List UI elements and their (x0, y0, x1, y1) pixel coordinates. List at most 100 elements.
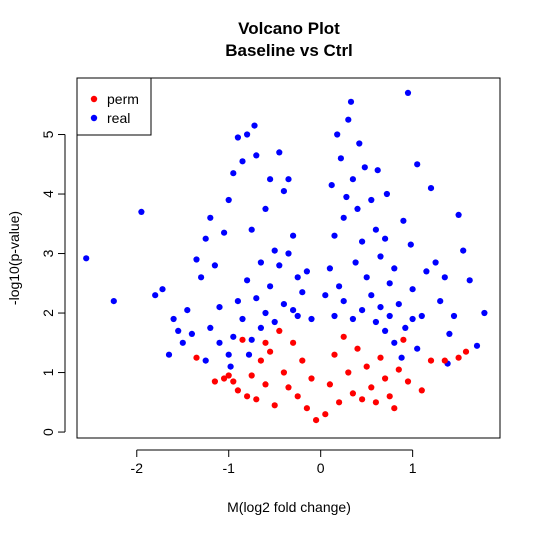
point-real (221, 229, 228, 236)
x-tick-label: -1 (223, 460, 236, 476)
point-real (400, 217, 407, 224)
point-real (244, 131, 251, 138)
point-real (402, 324, 409, 331)
point-perm (368, 384, 375, 391)
point-real (198, 274, 205, 281)
point-real (423, 268, 430, 275)
point-perm (331, 351, 338, 358)
point-real (383, 190, 390, 198)
point-real (398, 354, 405, 361)
point-real (253, 295, 260, 302)
point-perm (290, 339, 297, 346)
legend-marker-perm (90, 95, 98, 103)
point-perm (372, 399, 379, 406)
point-real (290, 232, 297, 239)
point-perm (257, 357, 264, 364)
point-real (331, 312, 338, 320)
point-real (446, 330, 453, 337)
point-real (347, 98, 355, 105)
point-real (334, 131, 341, 138)
point-real (409, 315, 416, 323)
point-real (340, 298, 347, 305)
point-real (359, 238, 366, 245)
point-perm (248, 372, 255, 379)
legend-label-perm: perm (107, 91, 139, 107)
point-real (427, 185, 435, 192)
point-real (407, 241, 414, 248)
point-real (271, 247, 278, 254)
point-real (267, 176, 274, 183)
point-perm (322, 411, 329, 418)
point-perm (345, 369, 352, 376)
point-real (165, 351, 173, 358)
y-axis-label: -log10(p-value) (6, 211, 22, 305)
point-perm (326, 381, 333, 388)
point-perm (211, 378, 218, 385)
point-real (432, 259, 439, 266)
point-perm (262, 381, 269, 388)
point-perm (253, 396, 260, 403)
point-perm (285, 384, 292, 391)
point-real (326, 265, 333, 272)
points-layer (83, 89, 488, 424)
point-real (368, 292, 375, 299)
point-perm (336, 399, 343, 406)
point-real (299, 289, 306, 296)
x-axis-label: M(log2 fold change) (227, 499, 351, 515)
point-real (267, 283, 274, 290)
point-perm (308, 375, 315, 382)
y-tick-label: 4 (40, 190, 56, 198)
legend-marker-real (90, 114, 98, 122)
point-real (285, 250, 292, 257)
point-perm (377, 354, 384, 361)
point-real (83, 255, 90, 262)
point-real (377, 304, 384, 311)
point-perm (221, 375, 228, 382)
point-perm (363, 363, 370, 370)
legend-box (76, 77, 152, 136)
y-tick-label: 1 (40, 368, 56, 376)
point-real (409, 286, 416, 293)
y-axis: 0 1 2 3 4 5 (40, 130, 66, 436)
point-real (404, 89, 412, 96)
y-tick-label: 5 (40, 130, 56, 138)
point-real (276, 149, 283, 156)
point-real (230, 170, 237, 177)
point-perm (313, 417, 320, 424)
point-real (248, 226, 255, 233)
point-perm (441, 357, 448, 364)
point-real (372, 226, 379, 233)
point-real (473, 342, 481, 349)
point-real (437, 298, 444, 305)
point-real (225, 196, 232, 204)
point-real (441, 274, 448, 281)
point-real (152, 292, 159, 299)
point-real (356, 140, 363, 147)
point-real (322, 292, 329, 299)
point-real (481, 309, 488, 317)
point-real (336, 283, 343, 290)
point-perm (418, 387, 425, 394)
legend: perm real (76, 77, 152, 136)
point-real (225, 351, 232, 358)
point-real (211, 262, 218, 269)
y-tick-label: 0 (40, 428, 56, 436)
point-real (294, 312, 301, 320)
point-real (280, 188, 287, 195)
point-real (216, 339, 223, 346)
point-real (345, 116, 352, 123)
point-real (294, 274, 301, 281)
point-perm (427, 357, 435, 364)
point-perm (280, 369, 287, 376)
point-perm (455, 354, 462, 361)
point-perm (299, 357, 306, 364)
point-perm (267, 348, 274, 355)
point-real (257, 259, 264, 266)
point-real (386, 280, 393, 287)
point-real (244, 277, 251, 284)
point-real (170, 315, 177, 323)
point-real (328, 182, 335, 189)
point-real (391, 265, 398, 272)
point-real (414, 161, 421, 168)
point-real (202, 357, 209, 364)
